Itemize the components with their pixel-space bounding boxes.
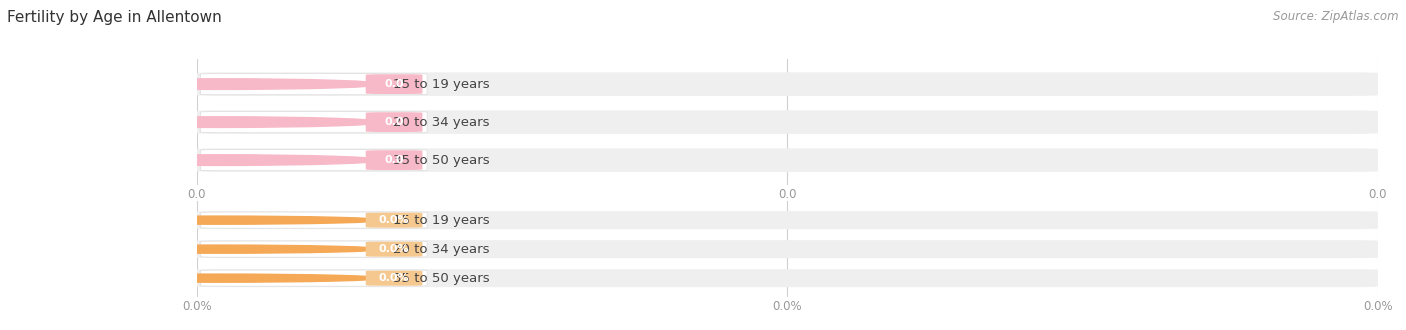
Circle shape [53, 155, 384, 165]
Circle shape [53, 274, 384, 282]
FancyBboxPatch shape [366, 242, 422, 257]
FancyBboxPatch shape [201, 212, 427, 228]
Text: 20 to 34 years: 20 to 34 years [392, 243, 489, 256]
FancyBboxPatch shape [197, 240, 1378, 258]
FancyBboxPatch shape [201, 112, 427, 133]
Text: 0.0%: 0.0% [378, 215, 409, 225]
FancyBboxPatch shape [197, 148, 1378, 172]
Text: 15 to 19 years: 15 to 19 years [392, 78, 489, 91]
FancyBboxPatch shape [197, 72, 1378, 96]
FancyBboxPatch shape [201, 74, 427, 95]
Circle shape [53, 117, 384, 127]
Text: 0.0%: 0.0% [378, 273, 409, 283]
FancyBboxPatch shape [197, 110, 1378, 134]
FancyBboxPatch shape [201, 241, 427, 257]
Text: 35 to 50 years: 35 to 50 years [392, 272, 489, 285]
Text: 0.0: 0.0 [384, 79, 404, 89]
FancyBboxPatch shape [366, 213, 422, 228]
Text: 0.0: 0.0 [384, 155, 404, 165]
Text: Source: ZipAtlas.com: Source: ZipAtlas.com [1274, 10, 1399, 23]
Circle shape [53, 245, 384, 253]
FancyBboxPatch shape [197, 269, 1378, 287]
Circle shape [53, 79, 384, 89]
FancyBboxPatch shape [201, 270, 427, 286]
FancyBboxPatch shape [201, 149, 427, 171]
Text: 35 to 50 years: 35 to 50 years [392, 153, 489, 167]
Text: Fertility by Age in Allentown: Fertility by Age in Allentown [7, 10, 222, 25]
Text: 15 to 19 years: 15 to 19 years [392, 214, 489, 227]
FancyBboxPatch shape [366, 74, 422, 94]
FancyBboxPatch shape [366, 112, 422, 132]
FancyBboxPatch shape [197, 211, 1378, 229]
Text: 0.0: 0.0 [384, 117, 404, 127]
Text: 20 to 34 years: 20 to 34 years [392, 115, 489, 129]
Circle shape [53, 216, 384, 224]
FancyBboxPatch shape [366, 271, 422, 286]
Text: 0.0%: 0.0% [378, 244, 409, 254]
FancyBboxPatch shape [366, 150, 422, 170]
